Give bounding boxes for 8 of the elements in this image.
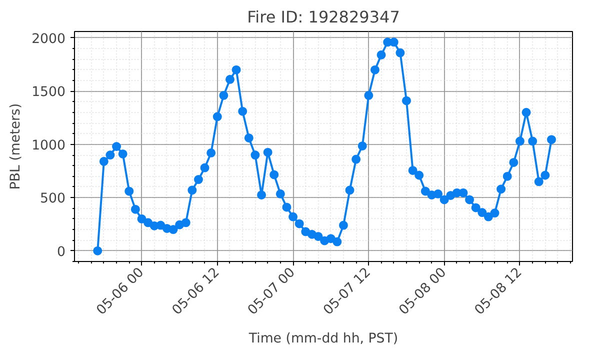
y-tick-label: 500 bbox=[40, 192, 66, 207]
chart-title: Fire ID: 192829347 bbox=[247, 8, 400, 26]
x-axis-title: Time (mm-dd hh, PST) bbox=[248, 331, 398, 346]
y-tick-label: 1500 bbox=[32, 85, 66, 100]
y-tick-label: 2000 bbox=[32, 32, 66, 47]
y-tick-label: 1000 bbox=[32, 138, 66, 154]
y-axis-title: PBL (meters) bbox=[8, 103, 24, 190]
y-tick-label: 0 bbox=[57, 244, 66, 260]
